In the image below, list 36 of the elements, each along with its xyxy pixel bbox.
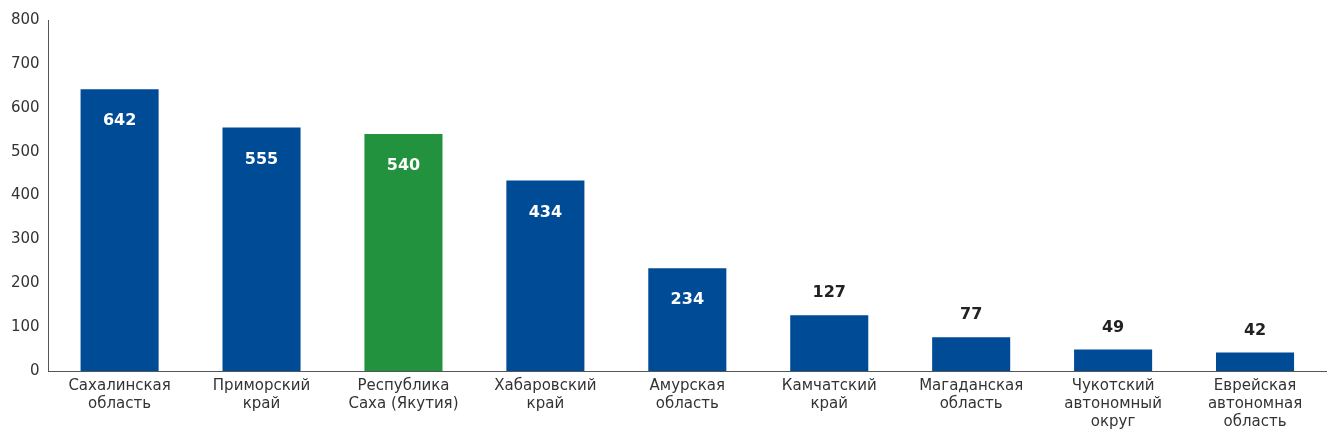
x-tick-label: Республика Саха (Якутия) <box>348 375 459 412</box>
data-label: 49 <box>1101 316 1125 336</box>
x-tick-label: Еврейская автономная область <box>1207 375 1303 430</box>
bar <box>1074 349 1153 371</box>
x-tick-label: Сахалинская область <box>68 375 171 412</box>
bar <box>1216 352 1295 371</box>
bar <box>222 127 301 371</box>
x-tick-label: Хабаровский край <box>494 375 597 412</box>
bar <box>790 315 869 371</box>
data-label: 434 <box>528 201 563 221</box>
y-tick-label: 600 <box>10 97 40 116</box>
data-label: 77 <box>960 304 983 324</box>
data-label: 642 <box>102 110 137 130</box>
bar <box>648 268 727 371</box>
x-tick-label: Приморский край <box>212 375 311 412</box>
x-tick-label: Камчатский край <box>781 375 877 412</box>
y-tick-label: 500 <box>10 141 40 160</box>
data-label: 127 <box>812 282 846 302</box>
y-tick-label: 300 <box>10 229 40 248</box>
bar <box>932 337 1011 371</box>
bar <box>506 180 585 371</box>
data-label: 42 <box>1243 319 1267 339</box>
y-tick-label: 800 <box>10 9 40 28</box>
y-tick-label: 0 <box>30 360 40 379</box>
data-label: 234 <box>670 289 705 309</box>
y-tick-label: 200 <box>10 273 40 292</box>
data-label: 540 <box>386 155 421 175</box>
x-tick-label: Магаданская область <box>919 375 1024 412</box>
x-tick-label: Чукотский автономный округ <box>1064 375 1162 430</box>
y-tick-label: 100 <box>10 317 40 336</box>
y-tick-label: 700 <box>10 53 40 72</box>
y-tick-label: 400 <box>10 185 40 204</box>
data-label: 555 <box>244 148 279 168</box>
bar <box>80 89 159 371</box>
x-tick-label: Амурская область <box>649 375 726 412</box>
bar <box>364 134 443 371</box>
